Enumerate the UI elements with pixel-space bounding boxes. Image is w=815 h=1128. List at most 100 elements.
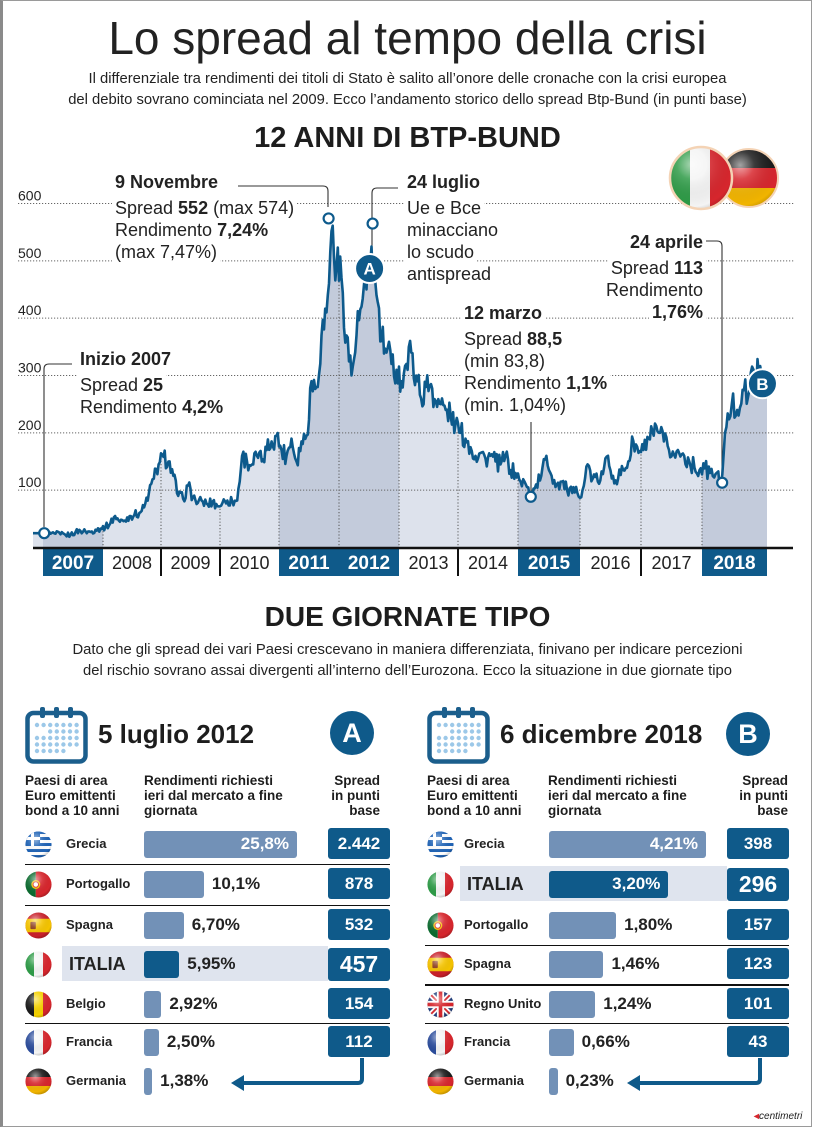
yield-bar [549,870,669,898]
chart-badge-label: B [756,375,768,394]
annotation-title: Inizio 2007 [77,349,175,369]
section-title-due-giornate: DUE GIORNATE TIPO [264,601,551,632]
header-country: Paesi di area Euro emittenti bond a 10 a… [25,773,120,818]
yield-label: 5,95% [187,954,236,973]
annotation-text-bold: 25 [143,375,164,395]
marker-24-aprile [716,476,729,489]
x-tick-label-2009: 2009 [170,553,210,573]
x-tick-label-2014: 2014 [468,553,508,573]
marker-12-marzo [524,490,537,503]
spread-box: 457 [328,948,390,981]
annotation-text-pre: Spread [115,198,179,218]
annotation-text-bold: 113 [673,258,703,278]
annotation-text-pre: antispread [407,264,492,284]
country-name: Portogallo [66,876,131,891]
badge-a: A [330,711,374,755]
annotation-line: Rendimento 7,24% [112,220,272,240]
spread-line [33,224,769,539]
annotation-line: Spread 113 [607,258,706,278]
annotation-text-bold: 552 [178,198,209,218]
row-divider [425,1023,789,1024]
country-name: Spagna [464,956,511,971]
annotation-text-pre: (min 83,8) [464,351,546,371]
annotation-line: Rendimento [602,280,706,300]
country-name: Regno Unito [464,996,542,1011]
annotation-text-pre: Spread [80,375,144,395]
centimetri-logo: ◂centimetri [754,1111,802,1122]
marker-24-luglio [366,217,379,230]
intro-line-2: del debito sovrano cominciata nel 2009. … [68,92,747,108]
row-divider [425,984,789,986]
row-divider [25,864,390,865]
year-box-highlight [43,549,103,576]
annotation-text-pre: Rendimento [605,280,703,300]
flag-italy-icon [25,950,52,978]
yield-bar [144,1067,153,1095]
country-name: Francia [66,1034,113,1049]
annotation-9-novembre: 9 Novembre Spread 552 (max 574) Rendimento… [112,171,298,263]
yield-label: 25,8% [240,834,289,853]
country-name: ITALIA [69,954,126,974]
y-tick-label: 100 [18,474,42,490]
yield-bar [549,911,617,939]
country-name: Grecia [464,836,505,851]
x-tick-label-2008: 2008 [112,553,152,573]
yield-bar [144,830,297,858]
spread-box: 123 [727,948,789,979]
x-tick-label-2016: 2016 [590,553,630,573]
year-box-highlight [518,549,580,576]
country-name: Belgio [66,996,106,1011]
yield-label: 4,21% [649,834,699,853]
spread-box: 296 [727,868,789,901]
arrow-right [636,1058,762,1085]
annotation-text-post: (max 574) [208,198,295,218]
yield-bar [144,870,204,898]
chart-badge-a [354,253,386,285]
annotation-inizio-2007: Inizio 2007 Spread 25 Rendimento 4,2% [77,348,227,418]
panel-date-title: 6 dicembre 2018 [500,719,703,749]
header-spread: Spread in punti base [331,773,380,818]
section2-line-2: del rischio sovrano assai divergenti all… [83,663,732,679]
y-tick-label: 400 [18,302,42,318]
yield-label: 0,66% [581,1032,630,1051]
x-tick-label-2007: 2007 [52,553,94,574]
flag-germany-icon [25,1067,52,1095]
spread-box: 878 [328,868,390,899]
calendar-icon [25,705,88,769]
spread-box: 43 [727,1026,789,1057]
flag-italy-icon [426,870,454,898]
annotation-line: (min. 1,04%) [461,395,570,415]
annotation-text-bold: 1,1% [566,373,608,393]
header-yield: Rendimenti richiesti ieri dal mercato a … [548,773,687,818]
annotation-line: Rendimento 1,1% [461,373,611,393]
year-box-highlight [339,549,399,576]
section2-line-1: Dato che gli spread dei vari Paesi cresc… [72,642,743,658]
flag-france-icon [426,1028,454,1056]
row-divider [25,904,390,906]
row-divider [25,1023,390,1024]
annotation-line: lo scudo [404,242,478,262]
flag-germany-icon [426,1067,454,1095]
leader-line-inizio-2007 [43,363,72,527]
annotation-title: 9 Novembre [112,172,222,192]
flag-portugal-icon [25,870,52,898]
x-tick-label-2012: 2012 [348,553,390,574]
annotation-line: (min 83,8) [461,351,549,371]
yield-label: 2,50% [166,1032,216,1051]
panel-date-title: 5 luglio 2012 [98,719,255,749]
annotation-line: Ue e Bce [404,198,485,218]
header-spread: Spread in punti base [739,773,788,818]
y-tick-label: 600 [18,188,42,204]
yield-bar [549,830,707,858]
annotation-text-pre: Spread [464,329,528,349]
country-name: Germania [464,1073,524,1088]
annotation-24-aprile: 24 aprile Spread 113 Rendimento 1,76% [602,231,706,323]
annotation-text-pre: lo scudo [407,242,475,262]
spread-box: 157 [727,909,789,940]
arrow-left [240,1058,364,1085]
spread-chart: 100 200 300 400 500 600 2007 2008 2009 2010 2011 2… [18,145,795,576]
arrow-left-head [231,1075,244,1091]
annotation-text-pre: (max 7,47%) [115,242,218,262]
annotation-text-pre: Ue e Bce [407,198,482,218]
